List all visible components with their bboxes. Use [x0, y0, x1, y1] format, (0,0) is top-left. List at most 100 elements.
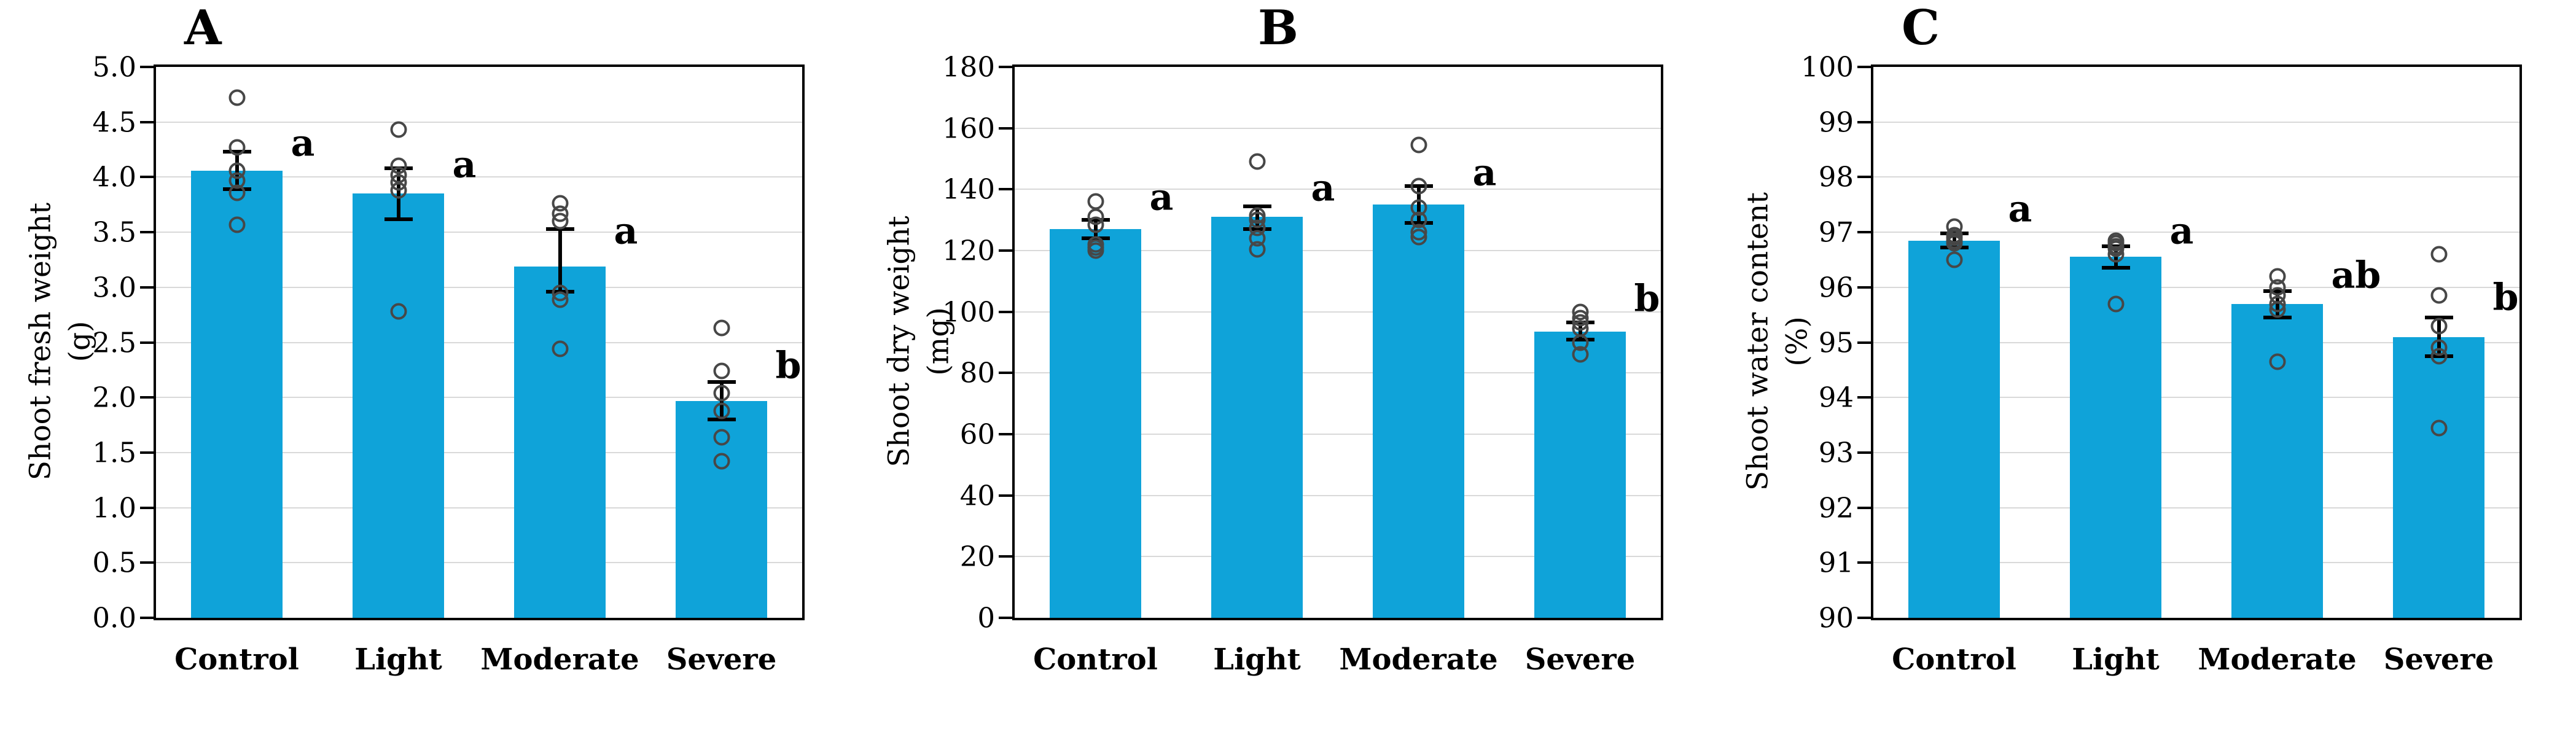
y-tick-label: 140 [942, 173, 995, 206]
data-point [713, 384, 730, 402]
y-tick-label: 96 [1818, 271, 1854, 304]
y-tick-mark [140, 176, 154, 179]
category-label-light: Light [1213, 642, 1301, 677]
y-axis-unit: (mg) [921, 307, 956, 376]
bar-severe [1534, 332, 1626, 618]
gridline [1015, 249, 1661, 251]
y-tick-mark [1857, 286, 1871, 289]
gridline [1873, 286, 2519, 288]
y-tick-mark [999, 494, 1012, 497]
error-bar-cap-bottom [707, 418, 736, 422]
y-tick-label: 4.5 [92, 106, 136, 139]
chart-panel-c: C Shoot water content (%) 90 91 92 93 94 95 96… [1717, 0, 2576, 756]
y-tick-mark [140, 341, 154, 344]
gridline [1015, 372, 1661, 374]
chart-panel-b: B Shoot dry weight (mg) 0 20 40 60 80 100 120 1… [859, 0, 1717, 756]
data-point [552, 212, 568, 230]
error-bar-cap-top [1243, 204, 1271, 208]
gridline [1873, 341, 2519, 343]
data-point [1410, 177, 1427, 195]
gridline [156, 121, 802, 123]
data-point [552, 340, 568, 357]
data-point [552, 291, 568, 308]
significance-letter: a [452, 144, 477, 187]
data-point [1946, 251, 1962, 268]
y-tick-mark [140, 506, 154, 509]
y-tick-mark [1857, 617, 1871, 619]
y-tick-mark [1857, 506, 1871, 509]
bar-moderate [1372, 205, 1465, 618]
data-point [390, 121, 407, 138]
y-tick-label: 180 [942, 50, 995, 84]
y-tick-mark [140, 396, 154, 399]
y-tick-mark [999, 310, 1012, 313]
data-point [2430, 246, 2447, 263]
y-tick-mark [1857, 341, 1871, 344]
y-tick-mark [999, 249, 1012, 252]
significance-letter: a [1472, 152, 1497, 195]
y-tick-mark [1857, 396, 1871, 399]
category-label-severe: Severe [1524, 642, 1636, 677]
y-tick-mark [1857, 120, 1871, 123]
y-tick-mark [140, 231, 154, 234]
category-label-severe: Severe [666, 642, 777, 677]
y-tick-mark [999, 617, 1012, 619]
data-point [1946, 235, 1962, 252]
y-tick-label: 3.5 [92, 216, 136, 249]
gridline [156, 286, 802, 288]
plot-area-a: 0.0 0.5 1.0 1.5 2.0 2.5 3.0 3.5 4.0 4.5 5.0 a Contro… [92, 51, 805, 677]
gridline [1015, 433, 1661, 435]
y-tick-mark [140, 617, 154, 619]
y-tick-mark [140, 451, 154, 454]
y-tick-label: 100 [942, 295, 995, 329]
bar-control [190, 170, 283, 618]
gridline [156, 562, 802, 564]
y-tick-label: 2.0 [92, 381, 136, 414]
gridline [1015, 556, 1661, 558]
data-point [2430, 419, 2447, 437]
y-axis-label-text: Shoot dry weight [882, 216, 916, 467]
gridline [1873, 562, 2519, 564]
significance-letter: a [1149, 176, 1174, 219]
significance-letter: a [614, 209, 638, 253]
category-label-control: Control [1033, 642, 1158, 677]
data-point [228, 139, 245, 156]
data-point [2107, 295, 2124, 313]
data-point [2269, 301, 2285, 318]
error-bar-cap-bottom [2101, 266, 2130, 270]
category-label-moderate: Moderate [2198, 642, 2357, 677]
significance-letter: a [2008, 187, 2032, 231]
bar-light [2069, 257, 2162, 618]
y-tick-mark [999, 372, 1012, 375]
y-tick-label: 0.0 [92, 601, 136, 634]
y-tick-label: 40 [959, 479, 995, 512]
gridline [1015, 189, 1661, 190]
plot-area-c: 90 91 92 93 94 95 96 97 98 99 100 a Control a Light ab M… [1801, 51, 2522, 677]
chart-title-b: B [1258, 0, 1298, 56]
category-label-light: Light [354, 642, 442, 677]
y-tick-mark [1857, 176, 1871, 179]
significance-letter: a [2169, 209, 2194, 253]
data-point [2269, 353, 2285, 370]
data-point [1249, 153, 1265, 170]
gridline [156, 232, 802, 233]
data-point [713, 362, 730, 380]
error-bar [2437, 318, 2441, 356]
error-bar-cap-bottom [384, 217, 413, 221]
gridline [1015, 311, 1661, 313]
y-tick-mark [999, 555, 1012, 558]
category-label-severe: Severe [2383, 642, 2494, 677]
significance-letter: a [291, 122, 315, 165]
y-tick-label: 4.0 [92, 160, 136, 193]
y-axis-label-a: Shoot fresh weight (g) [21, 64, 103, 620]
y-axis-label-text: Shoot water content [1741, 192, 1775, 491]
bar-light [1211, 217, 1303, 618]
data-point [228, 89, 245, 106]
data-point [390, 182, 407, 199]
data-point [390, 303, 407, 320]
y-tick-label: 94 [1818, 381, 1854, 414]
y-tick-label: 93 [1818, 436, 1854, 469]
data-point [1249, 241, 1265, 257]
y-tick-label: 5.0 [92, 50, 136, 84]
data-point [2107, 246, 2124, 263]
